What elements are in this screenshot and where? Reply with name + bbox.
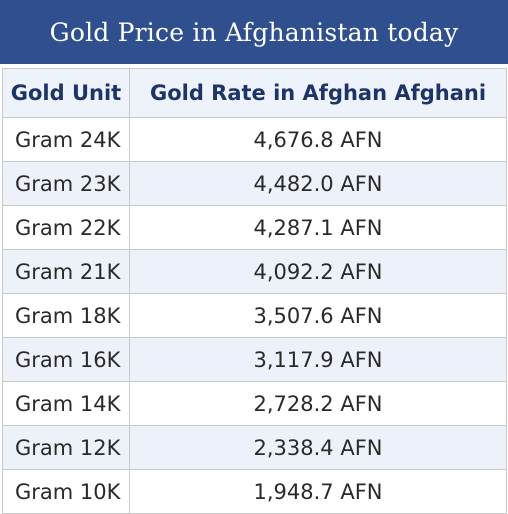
gold-unit-cell: Gram 18K [2, 293, 130, 338]
header-gold-unit: Gold Unit [2, 68, 130, 118]
gold-unit-cell: Gram 23K [2, 161, 130, 206]
table-row: Gram 12K 2,338.4 AFN [2, 425, 507, 470]
gold-rate-cell: 4,482.0 AFN [129, 161, 507, 206]
table-row: Gram 18K 3,507.6 AFN [2, 293, 507, 338]
gold-unit-cell: Gram 21K [2, 249, 130, 294]
gold-rate-cell: 4,092.2 AFN [129, 249, 507, 294]
table-header-row: Gold Unit Gold Rate in Afghan Afghani [2, 68, 507, 118]
gold-rate-cell: 4,676.8 AFN [129, 117, 507, 162]
table-row: Gram 23K 4,482.0 AFN [2, 161, 507, 206]
gold-unit-cell: Gram 10K [2, 469, 130, 514]
gold-rate-cell: 2,338.4 AFN [129, 425, 507, 470]
gold-unit-cell: Gram 16K [2, 337, 130, 382]
gold-rate-cell: 3,507.6 AFN [129, 293, 507, 338]
gold-rate-cell: 3,117.9 AFN [129, 337, 507, 382]
table-row: Gram 16K 3,117.9 AFN [2, 337, 507, 382]
table-row: Gram 22K 4,287.1 AFN [2, 205, 507, 250]
gold-rate-cell: 2,728.2 AFN [129, 381, 507, 426]
table-row: Gram 10K 1,948.7 AFN [2, 469, 507, 514]
gold-unit-cell: Gram 14K [2, 381, 130, 426]
gold-unit-cell: Gram 24K [2, 117, 130, 162]
gold-rate-cell: 1,948.7 AFN [129, 469, 507, 514]
table-row: Gram 14K 2,728.2 AFN [2, 381, 507, 426]
header-gold-rate: Gold Rate in Afghan Afghani [129, 68, 507, 118]
table-row: Gram 24K 4,676.8 AFN [2, 117, 507, 162]
table-row: Gram 21K 4,092.2 AFN [2, 249, 507, 294]
gold-unit-cell: Gram 22K [2, 205, 130, 250]
gold-unit-cell: Gram 12K [2, 425, 130, 470]
gold-price-table: Gold Unit Gold Rate in Afghan Afghani Gr… [2, 68, 507, 514]
page-title: Gold Price in Afghanistan today [49, 17, 459, 47]
gold-rate-cell: 4,287.1 AFN [129, 205, 507, 250]
title-bar: Gold Price in Afghanistan today [0, 0, 508, 64]
